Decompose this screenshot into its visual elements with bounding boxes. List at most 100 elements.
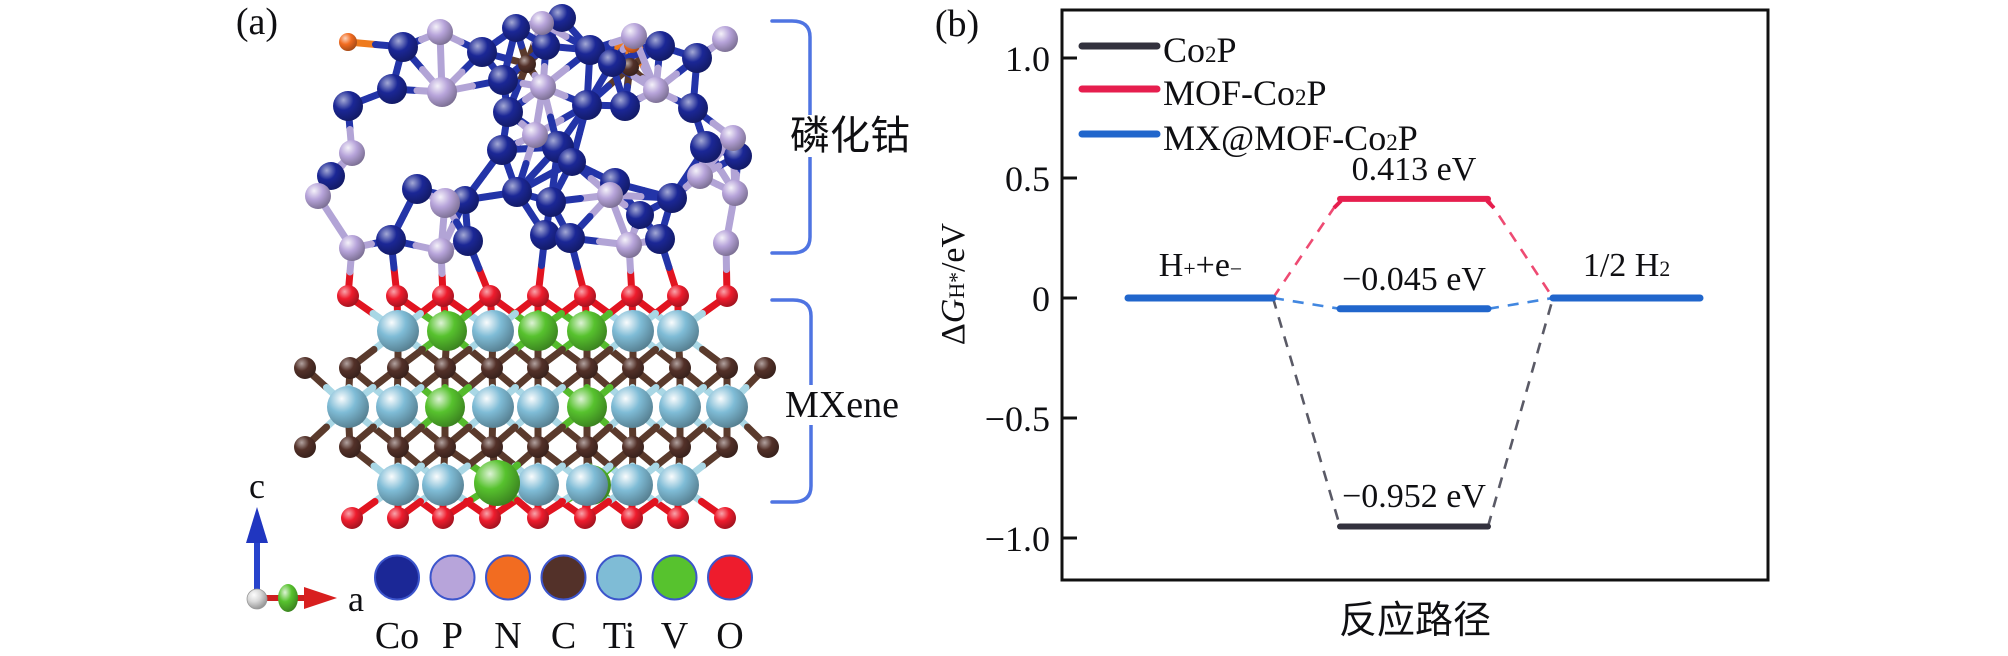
atom-Co bbox=[548, 4, 576, 32]
atom-C bbox=[576, 436, 598, 458]
atom-C bbox=[387, 436, 409, 458]
atom-O bbox=[667, 507, 689, 529]
atom-C bbox=[527, 436, 549, 458]
atom-Co bbox=[377, 74, 407, 104]
atom-P bbox=[339, 140, 365, 166]
atom-Ti bbox=[327, 386, 369, 428]
atom-Co bbox=[487, 135, 517, 165]
atom-Ti bbox=[472, 310, 514, 352]
atom-Ti bbox=[517, 464, 559, 506]
atom-O bbox=[574, 285, 596, 307]
energy-annotation: 0.413 eV bbox=[1351, 150, 1477, 188]
atom-Co bbox=[657, 183, 687, 213]
atom-P bbox=[621, 23, 647, 49]
atom-C bbox=[527, 357, 549, 379]
atom-C bbox=[669, 357, 691, 379]
atom-C bbox=[518, 55, 536, 73]
atom-C bbox=[387, 357, 409, 379]
connector-dash bbox=[1487, 296, 1554, 311]
atom-Co bbox=[333, 91, 363, 121]
atom-Co bbox=[493, 97, 523, 127]
atom-Ti bbox=[611, 386, 653, 428]
atom-C bbox=[716, 357, 738, 379]
level-endcap bbox=[1485, 199, 1496, 210]
atom-V bbox=[427, 311, 467, 351]
atom-P bbox=[522, 122, 548, 148]
atom-P bbox=[722, 180, 748, 206]
atom-Co bbox=[645, 224, 675, 254]
legend-entry: Co2P bbox=[1163, 30, 1237, 70]
stage-label-initial: H++e− bbox=[1158, 247, 1243, 284]
atom-P bbox=[720, 125, 746, 151]
atom-Ti bbox=[611, 464, 653, 506]
atom-Ti bbox=[422, 464, 464, 506]
legend-label-P: P bbox=[442, 615, 463, 656]
panel-a-label: (a) bbox=[235, 1, 279, 43]
atom-Co bbox=[558, 148, 586, 176]
atom-O bbox=[574, 507, 596, 529]
atom-Ti bbox=[706, 386, 748, 428]
atom-P bbox=[305, 183, 331, 209]
region-label-cobalt-phosphide: 磷化钴 bbox=[785, 115, 915, 157]
structure-atoms bbox=[294, 4, 779, 529]
atom-Ti bbox=[377, 464, 419, 506]
legend-entry: MOF-Co2P bbox=[1163, 73, 1327, 113]
atom-P bbox=[616, 232, 642, 258]
b-axis-sphere bbox=[278, 584, 298, 612]
atom-Co bbox=[532, 32, 560, 60]
connector-dash bbox=[1272, 296, 1341, 311]
atom-Ti bbox=[657, 310, 699, 352]
atom-Co bbox=[626, 201, 654, 229]
atom-O bbox=[716, 285, 738, 307]
legend-swatch-C bbox=[540, 554, 587, 601]
atom-O bbox=[432, 507, 454, 529]
atom-O bbox=[479, 285, 501, 307]
atom-C bbox=[716, 436, 738, 458]
axis-c-label: c bbox=[249, 466, 265, 506]
region-label-mxene: MXene bbox=[780, 385, 904, 425]
x-axis-title: 反应路径 bbox=[1338, 600, 1492, 642]
legend-swatch-V bbox=[651, 554, 698, 601]
atom-V bbox=[474, 460, 520, 506]
atom-C bbox=[754, 357, 776, 379]
atom-C bbox=[294, 357, 316, 379]
atom-Co bbox=[690, 131, 722, 163]
atom-P bbox=[687, 163, 713, 189]
atom-O bbox=[432, 285, 454, 307]
atom-O bbox=[479, 507, 501, 529]
atom-Ti bbox=[612, 310, 654, 352]
atom-Co bbox=[453, 226, 483, 256]
atom-Co bbox=[530, 220, 560, 250]
y-tick-label: 1.0 bbox=[1005, 39, 1050, 79]
atom-O bbox=[337, 285, 359, 307]
energy-annotation: −0.952 eV bbox=[1342, 478, 1486, 516]
legend-entry: MX@MOF-Co2P bbox=[1163, 118, 1418, 158]
crystal-axes-gizmo bbox=[246, 507, 337, 612]
origin-sphere bbox=[246, 588, 268, 610]
y-tick-label: −0.5 bbox=[984, 399, 1050, 439]
y-tick-label: 0.5 bbox=[1005, 159, 1050, 199]
atom-Ti bbox=[566, 464, 608, 506]
atom-P bbox=[597, 182, 623, 208]
atom-P bbox=[427, 77, 457, 107]
atom-C bbox=[434, 436, 456, 458]
energy-diagram bbox=[1060, 8, 1770, 582]
legend-swatch-N bbox=[485, 554, 531, 601]
legend-label-Co: Co bbox=[375, 615, 419, 656]
atom-O bbox=[527, 285, 549, 307]
atom-Co bbox=[555, 223, 585, 253]
legend-swatch-Co bbox=[374, 554, 420, 601]
atom-C bbox=[294, 436, 316, 458]
atom-O bbox=[621, 507, 643, 529]
atom-C bbox=[481, 357, 503, 379]
atom-Ti bbox=[517, 386, 559, 428]
atom-C bbox=[757, 436, 779, 458]
connector-dash bbox=[1486, 198, 1555, 299]
connector-dash bbox=[1271, 297, 1342, 527]
atom-P bbox=[530, 74, 556, 100]
atom-P bbox=[339, 235, 365, 261]
legend-swatch-O bbox=[707, 554, 753, 601]
atom-Co bbox=[682, 43, 712, 73]
